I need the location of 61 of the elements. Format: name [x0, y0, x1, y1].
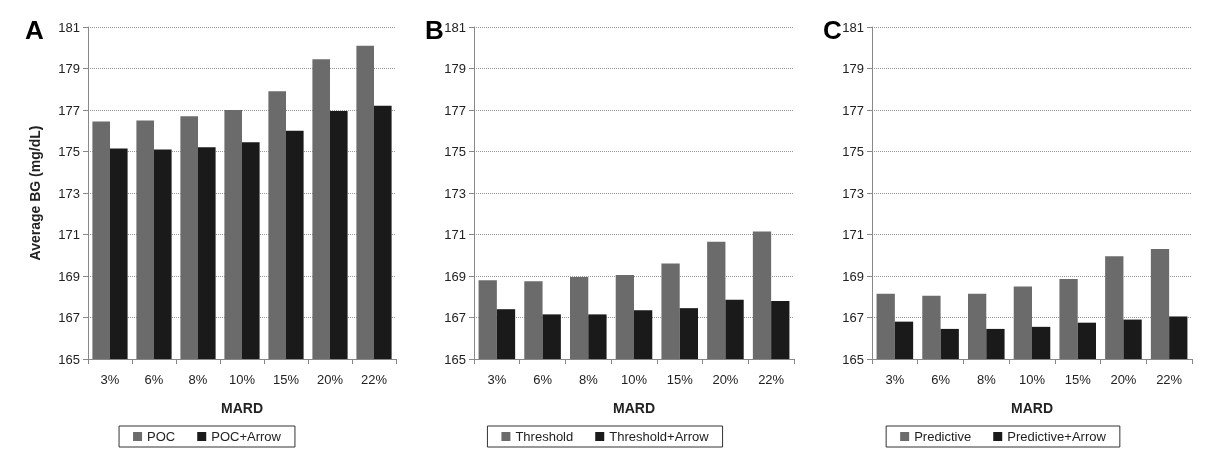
- x-tick-label: 20%: [316, 372, 344, 387]
- chart-title: C: [823, 15, 842, 45]
- y-tick-label: 175: [58, 144, 80, 159]
- y-tick-label: 179: [444, 61, 466, 76]
- x-tick-label: 6%: [931, 372, 951, 387]
- y-tick-label: 175: [444, 144, 466, 159]
- x-tick-label: 3%: [487, 372, 507, 387]
- y-tick-label: 179: [842, 61, 864, 76]
- y-tick-label: 173: [58, 185, 80, 201]
- x-axis-title: MARD: [1011, 400, 1053, 416]
- y-tick-label: 169: [444, 268, 466, 284]
- legend-label: Predictive: [914, 429, 972, 444]
- legend-label: Predictive+Arrow: [1007, 429, 1107, 444]
- x-tick-label: 3%: [885, 372, 905, 387]
- x-tick-label: 6%: [533, 372, 553, 387]
- x-tick-label: 15%: [666, 372, 694, 387]
- y-tick-label: 165: [842, 351, 864, 367]
- x-tick-label: 8%: [578, 372, 599, 387]
- y-tick-label: 177: [444, 102, 466, 118]
- x-tick-label: 15%: [272, 372, 300, 387]
- x-tick-label: 10%: [228, 372, 256, 387]
- x-axis-title: MARD: [221, 400, 263, 416]
- x-axis-title: MARD: [613, 400, 655, 416]
- legend-label: Threshold+Arrow: [609, 429, 710, 444]
- chart-title: A: [25, 15, 44, 45]
- x-tick-label: 22%: [360, 372, 388, 387]
- y-tick-label: 171: [444, 227, 466, 242]
- x-tick-label: 20%: [712, 372, 739, 387]
- x-tick-label: 6%: [144, 372, 164, 387]
- x-tick-label: 8%: [188, 372, 208, 387]
- y-tick-label: 169: [842, 268, 864, 284]
- y-tick-label: 169: [58, 268, 80, 284]
- x-tick-label: 3%: [100, 372, 120, 387]
- y-tick-label: 177: [58, 102, 80, 118]
- y-tick-label: 171: [842, 227, 864, 242]
- y-tick-label: 175: [842, 144, 864, 159]
- x-tick-label: 22%: [758, 372, 785, 387]
- y-tick-label: 165: [58, 351, 80, 367]
- y-tick-label: 167: [842, 310, 864, 325]
- x-tick-label: 22%: [1156, 372, 1183, 387]
- legend-label: POC: [147, 429, 176, 444]
- y-tick-label: 179: [58, 61, 80, 76]
- y-tick-label: 181: [842, 19, 864, 35]
- legend-label: Threshold: [515, 429, 574, 444]
- y-tick-label: 165: [444, 351, 466, 367]
- x-tick-label: 10%: [620, 372, 648, 387]
- y-tick-label: 173: [444, 185, 466, 201]
- legend-label: POC+Arrow: [211, 429, 282, 444]
- x-tick-label: 15%: [1064, 372, 1092, 387]
- chart-title: B: [425, 15, 444, 45]
- x-tick-label: 10%: [1018, 372, 1046, 387]
- y-tick-label: 181: [444, 19, 466, 35]
- y-tick-label: 167: [58, 310, 80, 325]
- x-tick-label: 8%: [976, 372, 997, 387]
- y-tick-label: 173: [842, 185, 864, 201]
- y-axis-title: Average BG (mg/dL): [27, 125, 43, 261]
- x-tick-label: 20%: [1110, 372, 1137, 387]
- y-tick-label: 181: [58, 19, 80, 35]
- y-tick-label: 171: [58, 227, 80, 242]
- y-tick-label: 167: [444, 310, 466, 325]
- y-tick-label: 177: [842, 102, 864, 118]
